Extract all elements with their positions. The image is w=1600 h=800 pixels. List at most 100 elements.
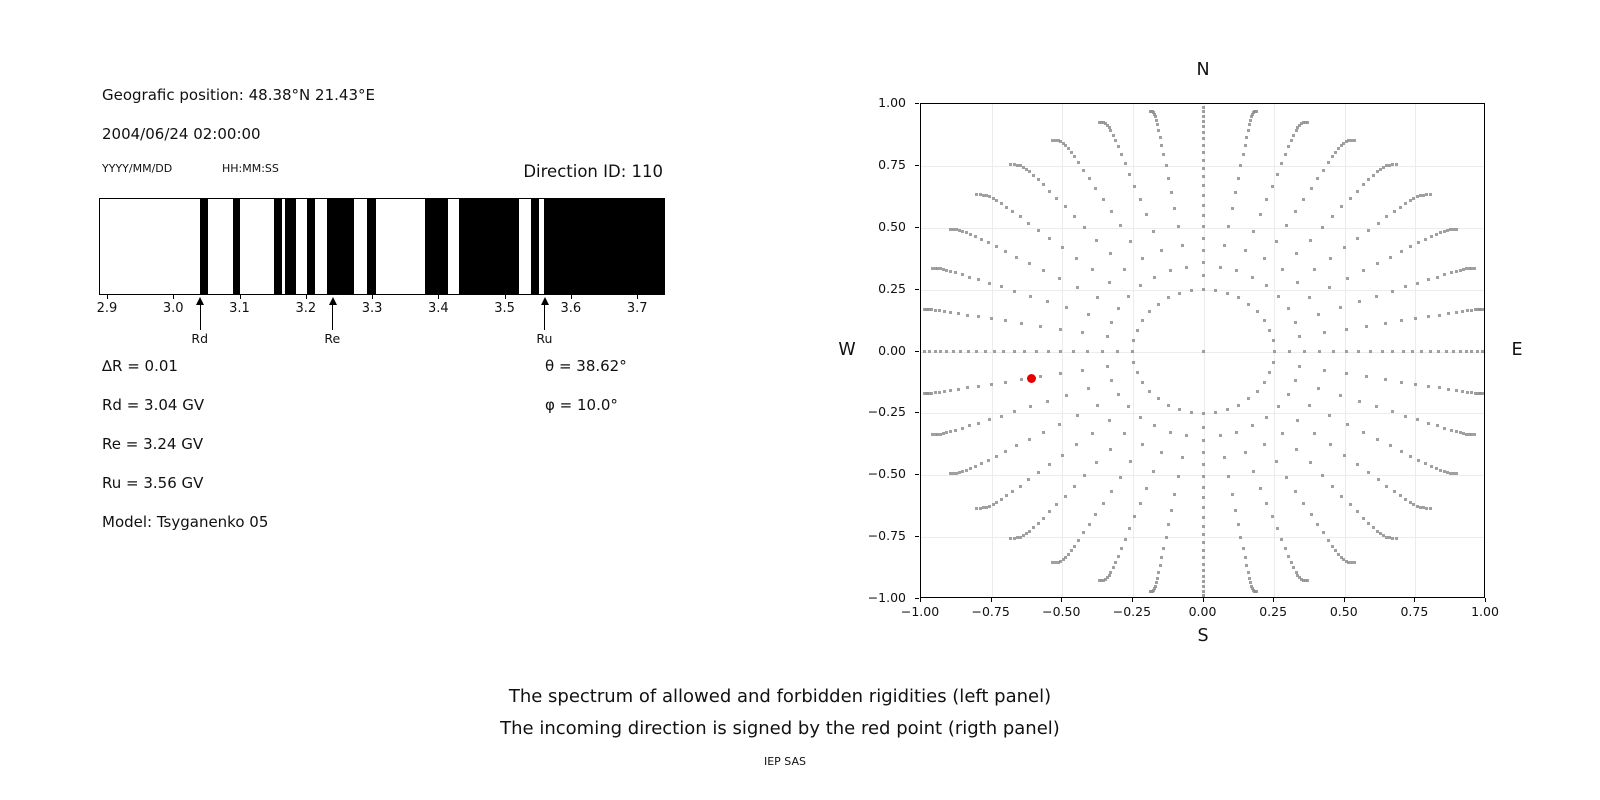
trail-dot bbox=[1041, 516, 1045, 520]
trail-dot bbox=[941, 432, 945, 436]
trail-dot bbox=[1138, 198, 1142, 202]
trail-dot bbox=[1303, 579, 1307, 582]
trail-dot bbox=[1058, 277, 1062, 281]
trail-dot bbox=[1059, 350, 1063, 353]
trail-dot bbox=[1153, 113, 1157, 117]
trail-dot bbox=[1268, 371, 1272, 375]
x-tick-label: 3.3 bbox=[361, 301, 383, 316]
trail-dot bbox=[987, 418, 991, 422]
trail-dot bbox=[960, 426, 964, 430]
trail-dot bbox=[1270, 515, 1274, 519]
trail-dot bbox=[1329, 443, 1333, 447]
compass-west-label: W bbox=[838, 340, 856, 360]
trail-dot bbox=[955, 228, 959, 232]
trail-dot bbox=[1090, 431, 1094, 435]
trail-dot bbox=[1408, 199, 1412, 203]
allowed-band bbox=[327, 199, 355, 294]
trail-dot bbox=[1469, 433, 1473, 437]
trail-dot bbox=[1032, 173, 1036, 177]
trail-dot bbox=[992, 350, 996, 353]
trail-dot bbox=[1109, 489, 1113, 493]
trail-dot bbox=[1376, 221, 1380, 225]
trail-dot bbox=[983, 350, 987, 353]
trail-dot bbox=[1416, 281, 1420, 285]
trail-dot bbox=[1331, 350, 1335, 353]
trail-dot bbox=[1344, 140, 1348, 144]
trail-dot bbox=[1097, 120, 1101, 124]
trail-dot bbox=[1113, 138, 1117, 142]
trail-dot bbox=[1083, 473, 1087, 477]
trail-dot bbox=[1082, 168, 1086, 172]
trail-dot bbox=[954, 428, 958, 432]
x-tick bbox=[1485, 598, 1486, 602]
cutoff-arrow-label: Rd bbox=[191, 331, 209, 346]
trail-dot bbox=[1015, 444, 1019, 448]
trail-dot bbox=[1022, 165, 1026, 169]
trail-dot bbox=[1154, 581, 1158, 585]
trail-dot bbox=[1296, 573, 1300, 577]
trail-dot bbox=[1256, 389, 1260, 393]
trail-dot bbox=[1100, 350, 1104, 353]
trail-dot bbox=[942, 389, 946, 393]
trail-dot bbox=[1412, 196, 1416, 200]
trail-dot bbox=[1237, 296, 1241, 300]
trail-dot bbox=[1081, 331, 1085, 335]
trail-dot bbox=[1138, 501, 1142, 505]
trail-dot bbox=[1239, 164, 1243, 168]
trail-dot bbox=[1055, 503, 1059, 507]
trail-dot bbox=[1157, 128, 1161, 132]
trail-dot bbox=[1355, 236, 1359, 240]
trail-dot bbox=[1451, 228, 1455, 232]
trail-dot bbox=[1404, 285, 1408, 289]
trail-dot bbox=[1243, 248, 1247, 252]
trail-dot bbox=[1446, 312, 1450, 316]
model-name: Model: Tsyganenko 05 bbox=[102, 513, 269, 531]
trail-dot bbox=[1340, 205, 1344, 209]
trail-dot bbox=[1156, 576, 1160, 580]
trail-dot bbox=[977, 278, 981, 282]
trail-dot bbox=[988, 504, 992, 508]
trail-dot bbox=[1065, 393, 1069, 397]
trail-dot bbox=[1065, 306, 1069, 310]
trail-dot bbox=[1418, 505, 1422, 509]
trail-dot bbox=[1110, 320, 1114, 324]
trail-dot bbox=[1100, 579, 1104, 582]
trail-dot bbox=[1116, 554, 1120, 558]
trail-dot bbox=[966, 313, 970, 317]
trail-dot bbox=[999, 414, 1003, 418]
trail-dot bbox=[1415, 195, 1419, 199]
trail-dot bbox=[1082, 531, 1086, 535]
trail-dot bbox=[1338, 306, 1342, 310]
trail-dot bbox=[1458, 431, 1462, 435]
trail-dot bbox=[1409, 454, 1413, 458]
x-tick-label: 0.00 bbox=[1188, 604, 1217, 619]
trail-dot bbox=[934, 433, 938, 437]
trail-dot bbox=[1060, 453, 1064, 457]
trail-dot bbox=[1454, 310, 1458, 314]
trail-dot bbox=[1337, 146, 1341, 150]
trail-dot bbox=[1101, 197, 1105, 201]
trail-dot bbox=[1127, 294, 1131, 298]
y-tick bbox=[915, 350, 919, 352]
trail-dot bbox=[982, 506, 986, 510]
trail-dot bbox=[1255, 109, 1259, 113]
trail-dot bbox=[1101, 502, 1105, 506]
trail-dot bbox=[1437, 350, 1441, 353]
trail-dot bbox=[952, 350, 956, 353]
trail-dot bbox=[1059, 559, 1063, 563]
trail-dot bbox=[1398, 494, 1402, 498]
trail-dot bbox=[1202, 562, 1205, 566]
trail-dot bbox=[1392, 489, 1396, 493]
trail-dot bbox=[1345, 277, 1349, 281]
trail-dot bbox=[1034, 350, 1038, 353]
trail-dot bbox=[1404, 497, 1408, 501]
cutoff-arrow-stem bbox=[544, 303, 546, 330]
trail-dot bbox=[1275, 172, 1279, 176]
trail-dot bbox=[966, 350, 970, 353]
trail-dot bbox=[1245, 135, 1249, 139]
x-tick-label: −0.75 bbox=[971, 604, 1010, 619]
trail-dot bbox=[1411, 350, 1415, 353]
allowed-band bbox=[531, 199, 540, 294]
trail-dot bbox=[1258, 486, 1262, 490]
